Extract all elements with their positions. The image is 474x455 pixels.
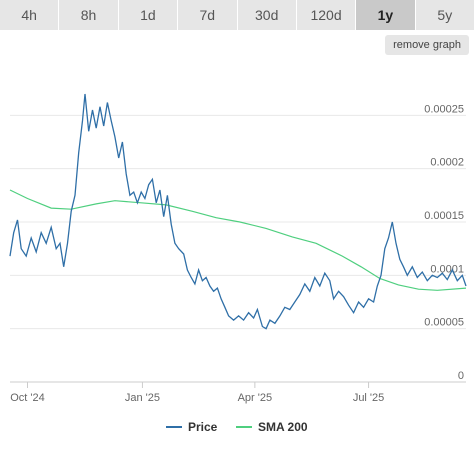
tab-120d[interactable]: 120d bbox=[296, 0, 357, 30]
legend-item-sma-200[interactable]: SMA 200 bbox=[236, 420, 308, 434]
y-tick-label: 0 bbox=[458, 370, 464, 382]
y-tick-label: 0.00015 bbox=[424, 210, 464, 222]
remove-graph-button[interactable]: remove graph bbox=[385, 35, 469, 55]
legend-label-price: Price bbox=[188, 420, 218, 434]
y-tick-label: 0.0001 bbox=[430, 263, 464, 275]
tab-4h[interactable]: 4h bbox=[0, 0, 60, 30]
x-tick-label: Jan '25 bbox=[125, 392, 160, 404]
tab-8h[interactable]: 8h bbox=[59, 0, 119, 30]
y-axis-ticks: 0 0.00005 0.0001 0.00015 0.0002 0.00025 bbox=[424, 103, 464, 382]
legend-swatch-sma-200 bbox=[236, 426, 252, 428]
tab-1y[interactable]: 1y bbox=[356, 0, 416, 30]
series-line-sma-200 bbox=[9, 189, 467, 291]
legend-swatch-price bbox=[166, 426, 182, 428]
x-tick-label: Jul '25 bbox=[353, 392, 384, 404]
x-tick-label: Apr '25 bbox=[238, 392, 273, 404]
y-tick-label: 0.0002 bbox=[430, 157, 464, 169]
tab-7d[interactable]: 7d bbox=[178, 0, 238, 30]
chart-legend: Price SMA 200 bbox=[0, 420, 474, 440]
tab-30d[interactable]: 30d bbox=[237, 0, 297, 30]
series-line-price bbox=[9, 93, 467, 330]
tab-1d[interactable]: 1d bbox=[118, 0, 179, 30]
x-axis-ticks: Oct '24 Jan '25 Apr '25 Jul '25 bbox=[10, 382, 384, 404]
x-tick-label: Oct '24 bbox=[10, 392, 45, 404]
legend-item-price[interactable]: Price bbox=[166, 420, 217, 434]
legend-label-sma-200: SMA 200 bbox=[258, 420, 308, 434]
y-tick-label: 0.00005 bbox=[424, 317, 464, 329]
y-tick-label: 0.00025 bbox=[424, 103, 464, 115]
tab-5y[interactable]: 5y bbox=[415, 0, 474, 30]
time-range-tabs: 4h 8h 1d 7d 30d 120d 1y 5y bbox=[0, 0, 474, 30]
